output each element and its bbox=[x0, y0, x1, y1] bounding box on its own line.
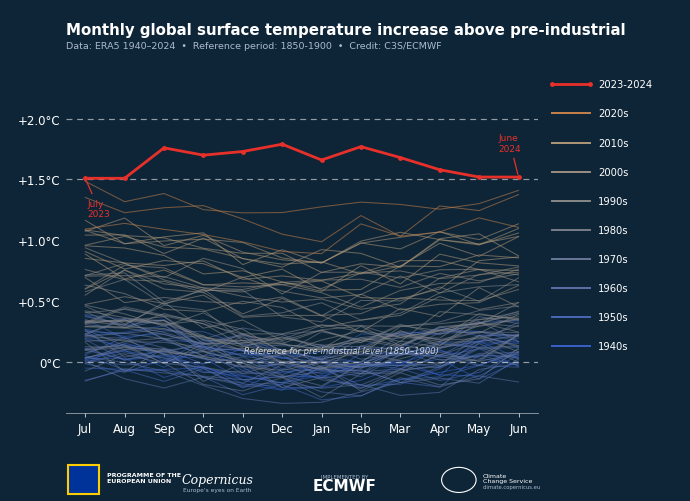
Text: 1960s: 1960s bbox=[598, 284, 629, 294]
Text: June
2024: June 2024 bbox=[499, 134, 522, 175]
Text: 1990s: 1990s bbox=[598, 196, 629, 206]
Text: Reference for pre-industrial level (1850–1900): Reference for pre-industrial level (1850… bbox=[244, 346, 439, 355]
Text: Monthly global surface temperature increase above pre-industrial: Monthly global surface temperature incre… bbox=[66, 23, 625, 38]
Text: ★: ★ bbox=[81, 477, 86, 482]
Text: 1950s: 1950s bbox=[598, 313, 629, 323]
Text: 1970s: 1970s bbox=[598, 255, 629, 265]
Text: Change Service: Change Service bbox=[483, 478, 533, 483]
Text: climate.copernicus.eu: climate.copernicus.eu bbox=[483, 484, 541, 489]
Text: 2000s: 2000s bbox=[598, 167, 629, 177]
Text: Data: ERA5 1940–2024  •  Reference period: 1850-1900  •  Credit: C3S/ECMWF: Data: ERA5 1940–2024 • Reference period:… bbox=[66, 42, 441, 51]
Text: 1940s: 1940s bbox=[598, 342, 629, 352]
Text: 2023-2024: 2023-2024 bbox=[598, 80, 652, 90]
Text: 2020s: 2020s bbox=[598, 109, 629, 119]
Text: ECMWF: ECMWF bbox=[313, 478, 377, 493]
Text: IMPLEMENTED BY: IMPLEMENTED BY bbox=[322, 474, 368, 479]
Text: PROGRAMME OF THE: PROGRAMME OF THE bbox=[107, 472, 181, 477]
Text: Copernicus: Copernicus bbox=[181, 473, 253, 486]
Text: EUROPEAN UNION: EUROPEAN UNION bbox=[107, 478, 171, 483]
Text: 2010s: 2010s bbox=[598, 138, 629, 148]
Text: Europe's eyes on Earth: Europe's eyes on Earth bbox=[183, 487, 252, 492]
Text: Climate: Climate bbox=[483, 473, 507, 478]
Text: 1980s: 1980s bbox=[598, 225, 629, 235]
Text: July
2023: July 2023 bbox=[86, 181, 110, 219]
